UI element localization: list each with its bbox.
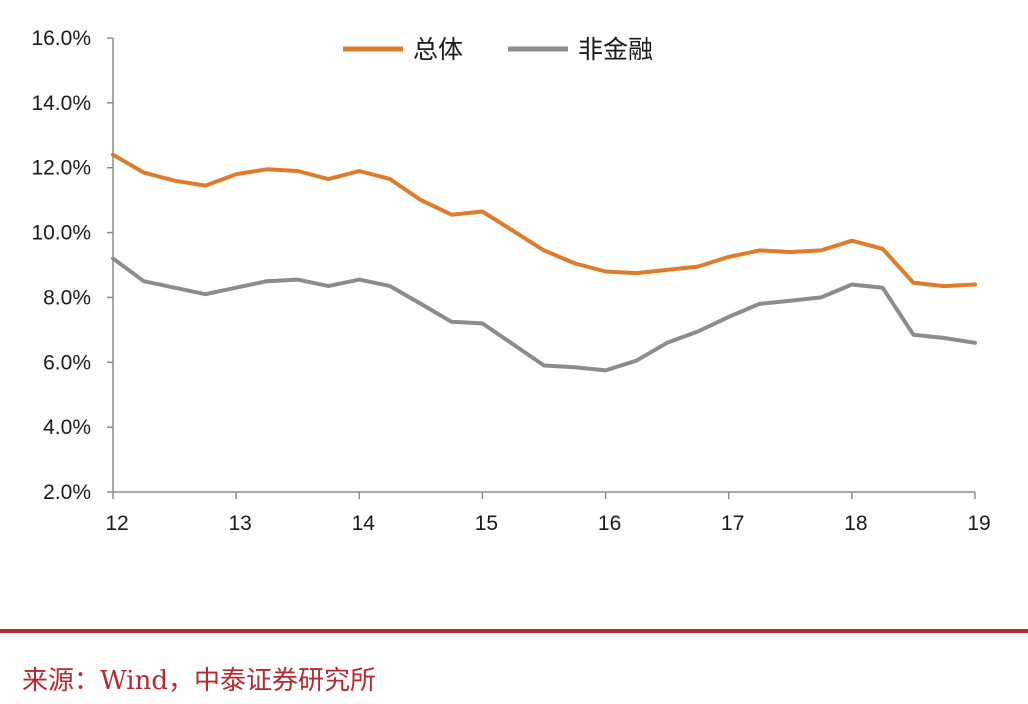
- line-chart: 2.0%4.0%6.0%8.0%10.0%12.0%14.0%16.0% 12 1…: [31, 27, 991, 535]
- y-tick-label: 6.0%: [43, 351, 91, 374]
- x-tick-label: 13: [228, 512, 251, 535]
- x-tick-label: 12: [105, 512, 128, 535]
- y-tick-label: 8.0%: [43, 286, 91, 309]
- legend-label-0: 总体: [413, 35, 463, 64]
- series-line-0: [111, 152, 977, 289]
- x-tick-label: 19: [967, 512, 990, 535]
- series-lines: [111, 152, 977, 373]
- x-tick-label: 17: [721, 512, 744, 535]
- y-tick-label: 2.0%: [43, 481, 91, 504]
- source-note: 来源：Wind，中泰证券研究所: [22, 666, 376, 696]
- x-tick-label: 16: [598, 512, 621, 535]
- y-tick-label: 16.0%: [31, 27, 91, 50]
- footer-divider: [0, 629, 1028, 633]
- y-tick-label: 12.0%: [31, 157, 91, 180]
- x-tick-label: 14: [352, 512, 376, 535]
- x-axis-ticks: 12 13 14 15 16 17 18 19: [105, 492, 991, 535]
- axes: [112, 38, 975, 493]
- y-tick-label: 10.0%: [31, 222, 91, 245]
- x-tick-label: 15: [475, 512, 498, 535]
- y-axis-ticks: 2.0% 4.0% 6.0% 8.0% 10.0% 12.0% 14.0% 16.0%: [31, 27, 113, 504]
- legend: 总体 非金融: [343, 35, 653, 64]
- x-tick-label: 18: [844, 512, 867, 535]
- y-tick-label: 4.0%: [43, 416, 91, 439]
- legend-label-1: 非金融: [578, 35, 653, 64]
- y-tick-label: 14.0%: [31, 92, 91, 115]
- series-line-1: [111, 256, 977, 373]
